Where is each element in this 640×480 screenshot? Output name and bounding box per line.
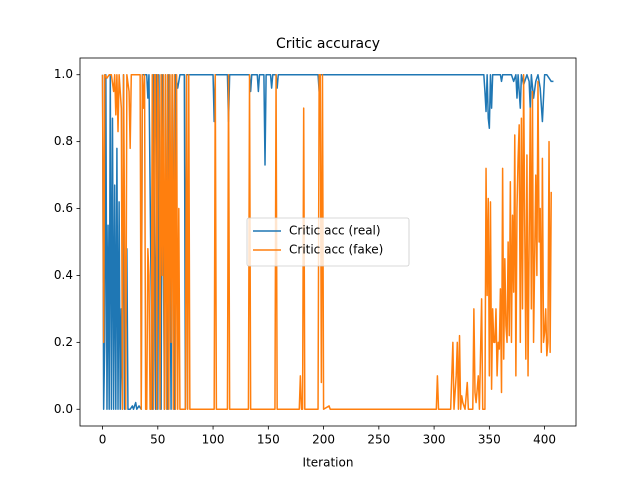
y-tick-label: 0.4 <box>54 268 73 282</box>
x-tick-label: 0 <box>99 433 107 447</box>
plot-frame <box>79 57 577 427</box>
y-tick-label: 0.6 <box>54 201 73 215</box>
legend-label: Critic acc (real) <box>289 224 381 238</box>
x-tick-label: 350 <box>478 433 501 447</box>
chart-title: Critic accuracy <box>276 36 380 52</box>
x-tick-label: 300 <box>423 433 446 447</box>
x-tick-label: 200 <box>312 433 335 447</box>
series-line <box>101 73 552 411</box>
x-tick-label: 100 <box>202 433 225 447</box>
legend: Critic acc (real) Critic acc (fake) <box>246 217 410 267</box>
x-tick-label: 50 <box>150 433 165 447</box>
x-axis-label: Iteration <box>303 456 354 470</box>
x-tick-label: 150 <box>257 433 280 447</box>
legend-box <box>246 217 410 267</box>
y-tick-label: 0.0 <box>54 402 73 416</box>
y-tick-label: 1.0 <box>54 67 73 81</box>
legend-label: Critic acc (fake) <box>289 243 383 257</box>
y-tick-label: 0.8 <box>54 134 73 148</box>
y-tick-label: 0.2 <box>54 335 73 349</box>
x-tick-label: 250 <box>367 433 390 447</box>
plot-lines <box>101 73 554 411</box>
x-tick-label: 400 <box>533 433 556 447</box>
